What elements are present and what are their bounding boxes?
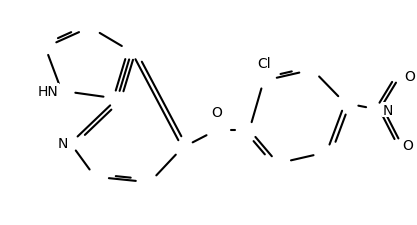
Text: HN: HN: [38, 84, 58, 98]
Text: O: O: [402, 139, 413, 153]
Text: O: O: [211, 105, 222, 119]
Text: N: N: [58, 137, 68, 151]
Text: Cl: Cl: [257, 56, 271, 70]
Text: N: N: [383, 103, 393, 117]
Text: O: O: [404, 70, 415, 84]
